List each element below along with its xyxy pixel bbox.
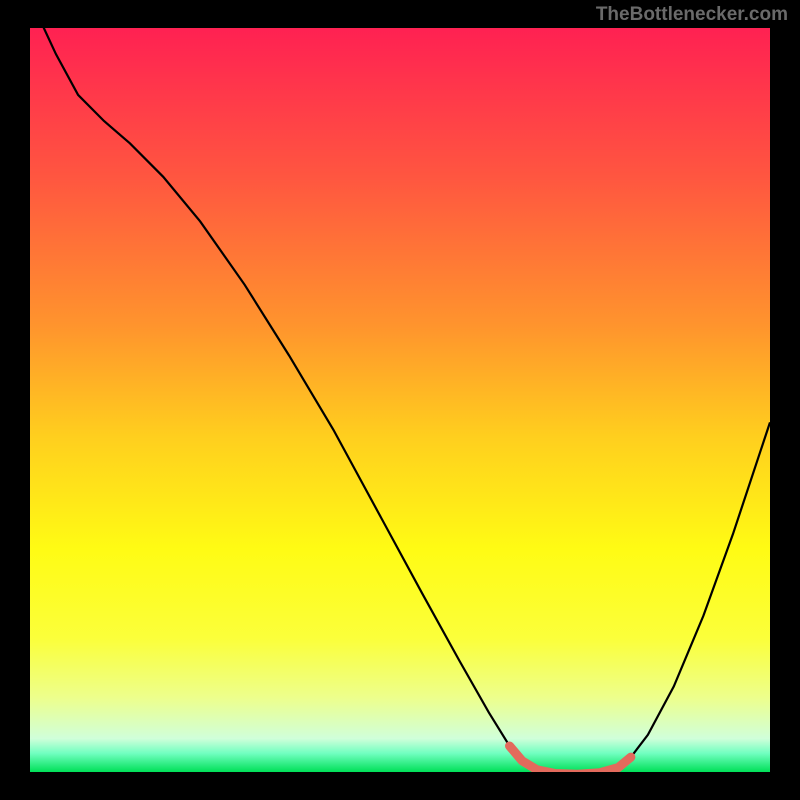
watermark-text: TheBottlenecker.com — [596, 4, 788, 26]
plot-area — [30, 28, 770, 772]
curve-layer — [30, 28, 770, 772]
optimal-range-marker — [510, 746, 631, 772]
chart-container: TheBottlenecker.com — [0, 0, 800, 800]
bottleneck-curve — [30, 28, 770, 772]
